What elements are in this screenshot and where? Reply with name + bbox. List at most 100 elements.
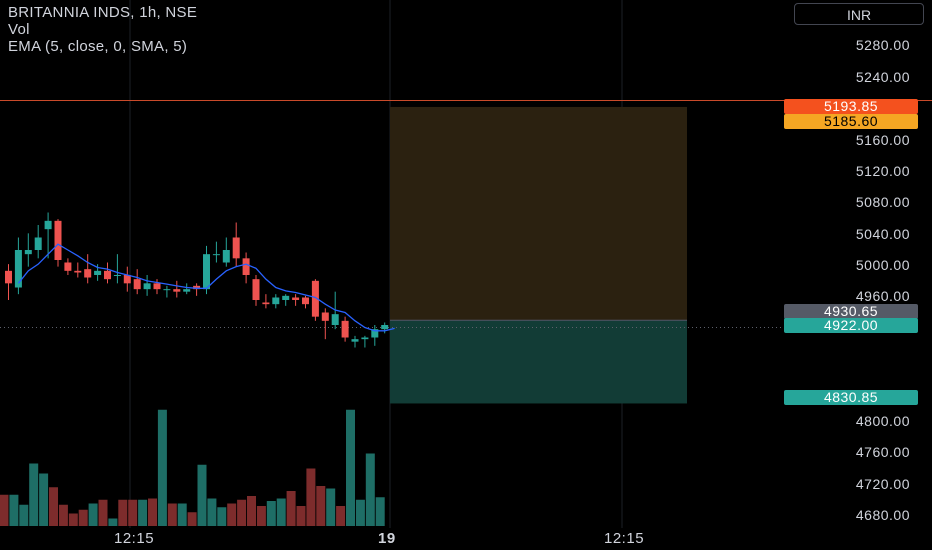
- currency-button[interactable]: INR: [794, 3, 924, 25]
- candle-body: [94, 270, 102, 275]
- volume-bar: [217, 507, 227, 526]
- ema-line: [17, 243, 395, 332]
- volume-bar: [128, 499, 138, 526]
- last-price-label[interactable]: 4930.65: [784, 304, 918, 319]
- candle-body: [74, 270, 82, 273]
- volume-bar: [98, 499, 108, 526]
- candle-body: [252, 279, 260, 300]
- candle-body: [381, 325, 389, 330]
- volume-bar: [177, 503, 187, 526]
- candle-body: [14, 250, 22, 288]
- candle-body: [331, 314, 339, 325]
- volume-bar: [108, 518, 118, 526]
- candle-body: [311, 280, 319, 317]
- volume-bar: [296, 506, 306, 526]
- candle-body: [143, 283, 151, 290]
- y-tick-label: 5280.00: [855, 37, 910, 53]
- candle-body: [153, 283, 161, 290]
- stop-price-label[interactable]: 5193.85: [784, 99, 918, 114]
- volume-bar: [49, 487, 58, 526]
- volume-bar: [276, 498, 286, 526]
- candle-body: [302, 297, 309, 305]
- volume-bar: [306, 468, 316, 526]
- profit-target-zone: [390, 320, 687, 404]
- y-tick-label: 5000.00: [855, 257, 910, 273]
- y-tick-label: 5240.00: [855, 69, 910, 85]
- x-tick-label: 19: [378, 530, 396, 547]
- volume-bar: [78, 509, 88, 526]
- volume-bar: [365, 453, 375, 526]
- candle-body: [123, 275, 131, 284]
- volume-bar: [39, 473, 49, 526]
- volume-bar: [227, 503, 237, 526]
- volume-legend[interactable]: Vol: [8, 21, 30, 38]
- y-tick-label: 5120.00: [855, 163, 910, 179]
- volume-bar: [167, 503, 177, 526]
- candle-body: [44, 220, 52, 230]
- volume-bar: [346, 409, 355, 526]
- candle-body: [292, 297, 300, 300]
- volume-bar: [207, 498, 217, 526]
- candle-body: [5, 270, 12, 284]
- candle-body: [262, 302, 270, 305]
- candle-body: [212, 254, 220, 256]
- candle-body: [282, 295, 290, 300]
- candle-body: [242, 258, 250, 275]
- volume-bar: [138, 499, 148, 526]
- y-tick-label: 4720.00: [855, 476, 910, 492]
- candle-body: [351, 339, 359, 342]
- volume-bar: [247, 496, 256, 526]
- volume-bar: [316, 486, 326, 526]
- candle-body: [113, 275, 121, 276]
- volume-bar: [88, 503, 98, 526]
- target-price-label[interactable]: 4830.85: [784, 390, 918, 405]
- candle-body: [34, 237, 42, 250]
- volume-bar: [29, 463, 39, 526]
- candle-body: [24, 250, 32, 255]
- volume-bar: [336, 506, 346, 526]
- candle-body: [361, 337, 369, 340]
- candle-body: [133, 279, 141, 290]
- chart-legend: BRITANNIA INDS, 1h, NSE Vol EMA (5, clos…: [8, 4, 197, 55]
- y-tick-label: 5080.00: [855, 194, 910, 210]
- y-tick-label: 4680.00: [855, 507, 910, 523]
- y-tick-label: 4800.00: [855, 413, 910, 429]
- candle-body: [272, 297, 280, 305]
- x-tick-label: 12:15: [604, 530, 645, 547]
- candle-body: [193, 285, 201, 290]
- volume-bar: [355, 499, 365, 526]
- candle-body: [203, 254, 210, 290]
- symbol-title[interactable]: BRITANNIA INDS, 1h, NSE: [8, 4, 198, 21]
- volume-bar: [157, 409, 167, 526]
- candle-body: [341, 320, 349, 338]
- volume-bar: [375, 497, 385, 526]
- volume-bar: [326, 488, 336, 526]
- volume-bar: [286, 491, 296, 526]
- volume-bar: [197, 464, 207, 526]
- y-tick-label: 5160.00: [855, 132, 910, 148]
- ema-legend[interactable]: EMA (5, close, 0, SMA, 5): [8, 38, 188, 55]
- candle-body: [371, 329, 379, 338]
- current-price-label[interactable]: 4922.00: [784, 318, 918, 333]
- volume-bar: [19, 504, 29, 526]
- candle-body: [232, 237, 240, 259]
- candle-body: [163, 289, 171, 291]
- entry-top-price-label[interactable]: 5185.60: [784, 114, 918, 129]
- volume-bar: [237, 499, 247, 526]
- stop-loss-zone: [390, 106, 687, 321]
- volume-bar: [118, 499, 128, 526]
- volume-bar: [58, 504, 68, 526]
- y-tick-label: 5040.00: [855, 226, 910, 242]
- y-tick-label: 4960.00: [855, 288, 910, 304]
- candle-body: [321, 312, 329, 321]
- candle-body: [183, 289, 191, 292]
- volume-bar: [187, 512, 197, 526]
- volume-bar: [256, 506, 266, 526]
- candle-body: [173, 289, 181, 292]
- candle-body: [222, 250, 230, 263]
- candle-body: [84, 269, 92, 278]
- candle-body: [54, 220, 62, 260]
- volume-bar: [266, 501, 276, 526]
- volume-bar: [148, 498, 157, 526]
